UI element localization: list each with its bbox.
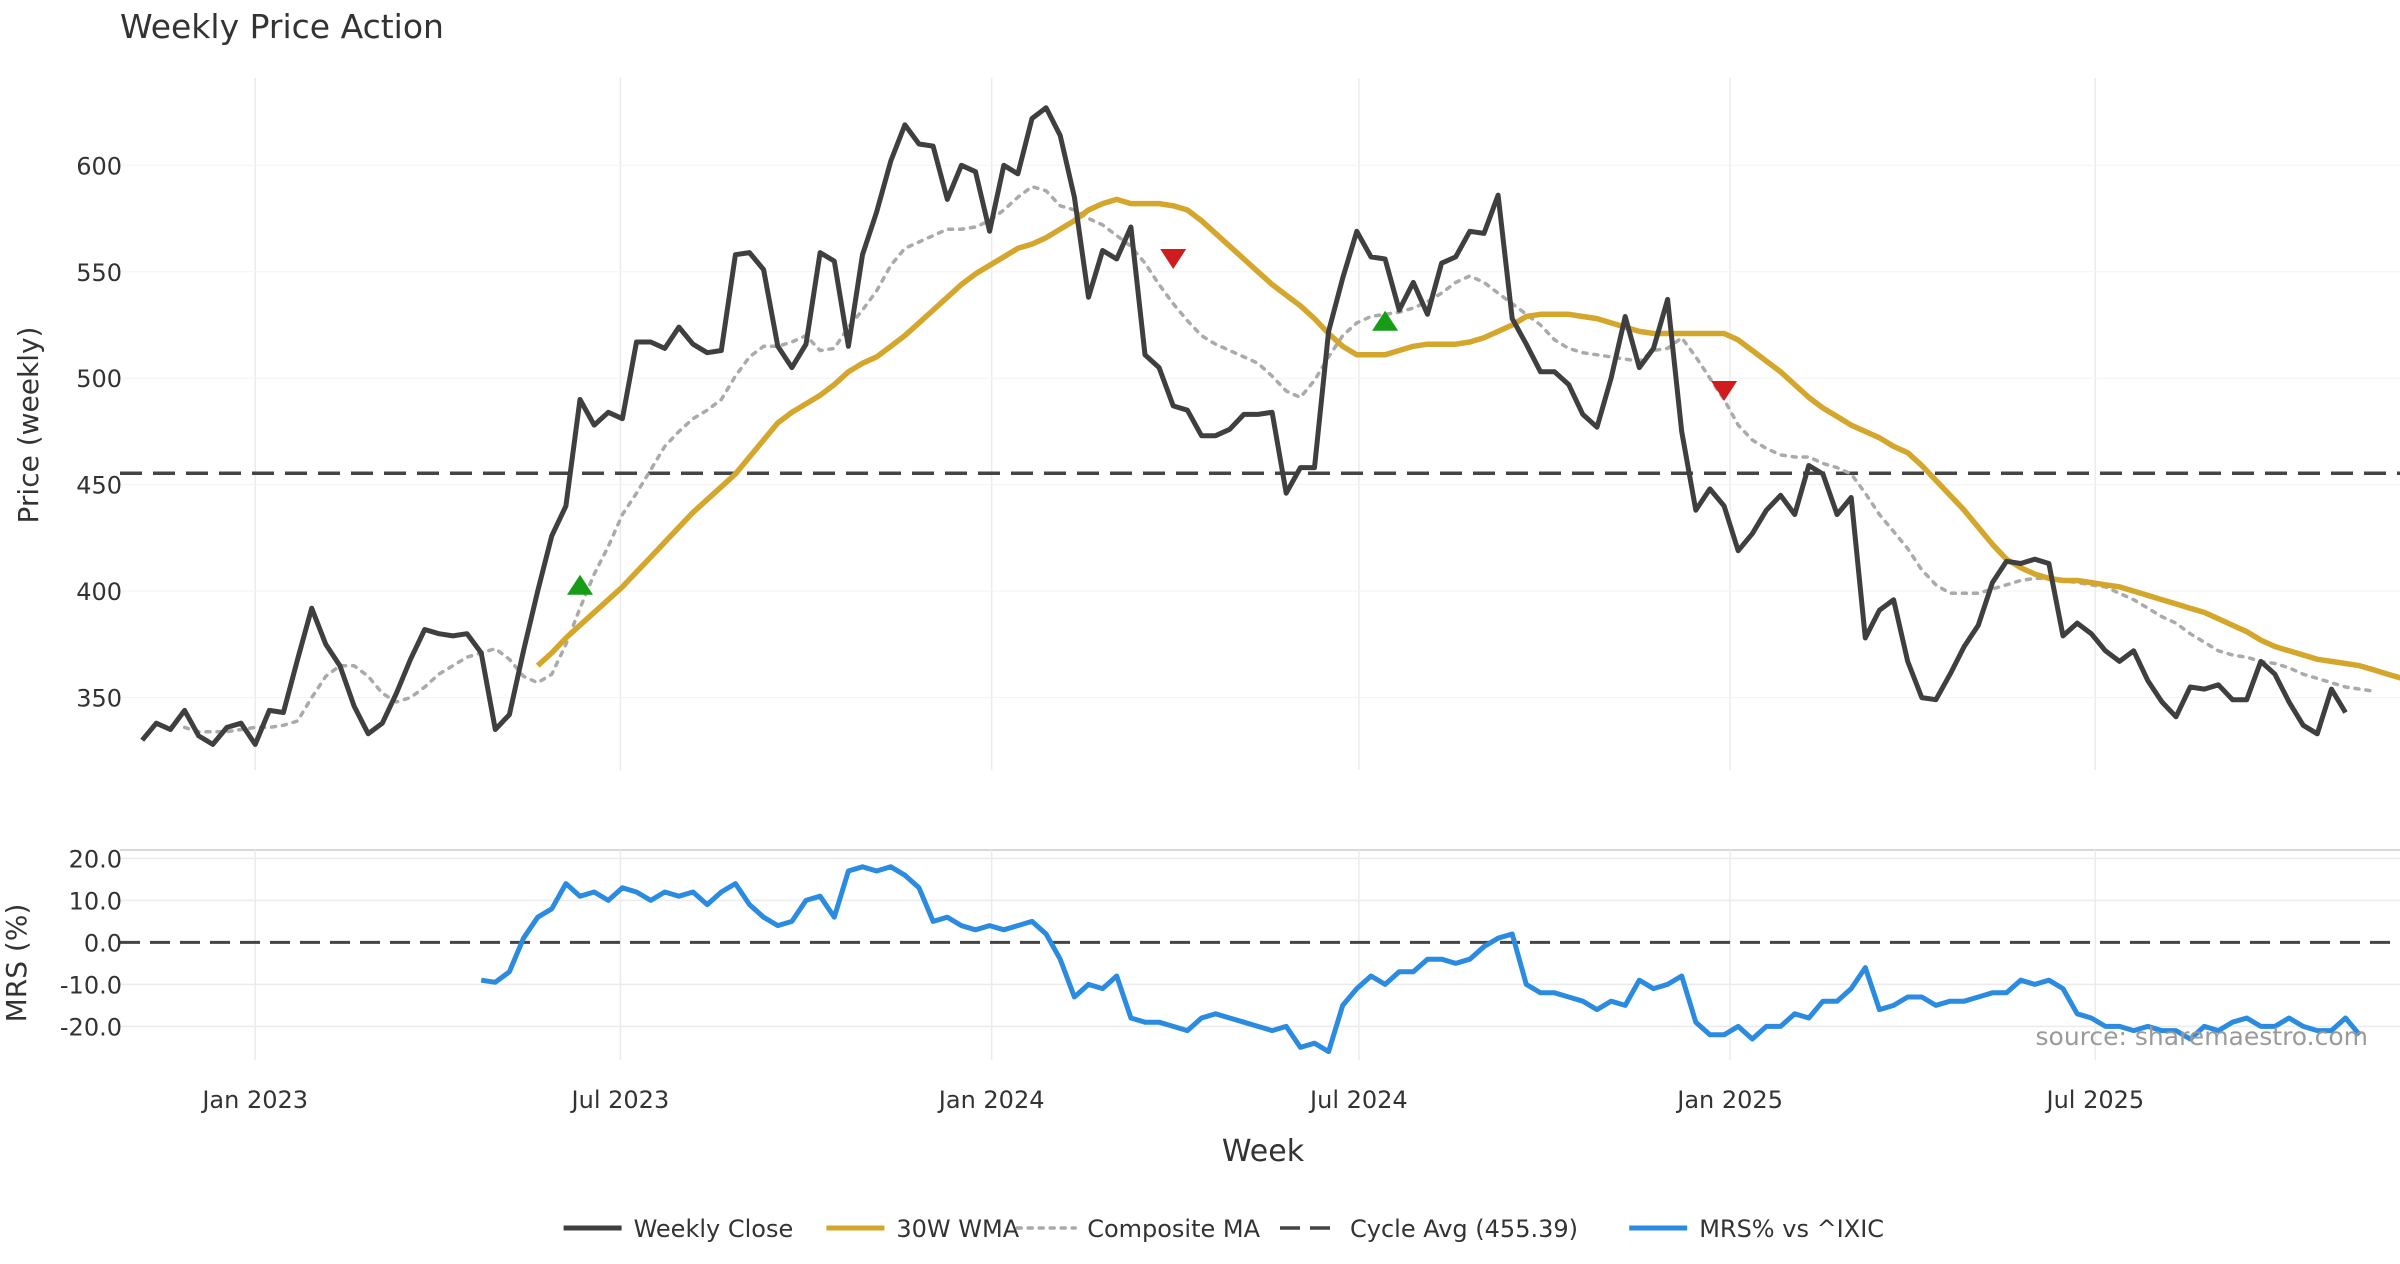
- legend-label: MRS% vs ^IXIC: [1699, 1215, 1884, 1243]
- signal-markers: [567, 249, 1738, 595]
- price-y-tick-label: 400: [76, 578, 122, 606]
- x-tick-label: Jan 2023: [200, 1086, 308, 1114]
- composite-ma-line: [182, 184, 2376, 734]
- sell-signal-marker: [1160, 249, 1187, 269]
- wma-30w-line: [535, 196, 2400, 681]
- legend-label: 30W WMA: [896, 1215, 1019, 1243]
- x-axis-label: Week: [1222, 1134, 1305, 1169]
- mrs-panel: 20.0 10.0 0.0 -10.0 -20.0 MRS (%): [0, 845, 2400, 1060]
- price-panel: 350 400 450 500 550 600 Price (weekly): [12, 78, 2400, 770]
- price-y-tick-label: 600: [76, 152, 122, 180]
- price-y-axis: 350 400 450 500 550 600: [76, 152, 122, 712]
- x-tick-label: Jul 2025: [2044, 1086, 2144, 1114]
- legend-label: Cycle Avg (455.39): [1350, 1215, 1578, 1243]
- legend-label: Composite MA: [1087, 1215, 1260, 1243]
- source-attribution: source: sharemaestro.com: [2036, 1022, 2369, 1051]
- legend: Weekly Close 30W WMA Composite MA Cycle Avg…: [563, 1215, 1884, 1243]
- x-tick-label: Jul 2023: [570, 1086, 670, 1114]
- mrs-gridlines: [120, 850, 2400, 1060]
- price-gridlines: [120, 78, 2400, 770]
- x-tick-label: Jan 2025: [1675, 1086, 1783, 1114]
- price-y-tick-label: 350: [76, 685, 122, 713]
- mrs-y-tick-label: -10.0: [60, 971, 122, 999]
- x-axis: Jan 2023 Jul 2023 Jan 2024 Jul 2024 Jan 2025…: [200, 1086, 2144, 1114]
- mrs-y-axis: 20.0 10.0 0.0 -10.0 -20.0: [60, 845, 122, 1041]
- buy-signal-marker: [1372, 310, 1399, 331]
- mrs-line: [480, 864, 2362, 1055]
- x-tick-label: Jan 2024: [937, 1086, 1045, 1114]
- price-y-tick-label: 550: [76, 259, 122, 287]
- legend-label: Weekly Close: [634, 1215, 794, 1243]
- mrs-y-tick-label: 0.0: [84, 929, 122, 957]
- mrs-y-tick-label: -20.0: [60, 1013, 122, 1041]
- mrs-y-tick-label: 20.0: [69, 845, 122, 873]
- price-y-tick-label: 450: [76, 472, 122, 500]
- price-y-label: Price (weekly): [12, 327, 45, 524]
- mrs-y-label: MRS (%): [0, 904, 33, 1023]
- chart-title: Weekly Price Action: [120, 7, 444, 46]
- x-tick-label: Jul 2024: [1308, 1086, 1408, 1114]
- sell-signal-marker: [1711, 381, 1738, 401]
- price-y-tick-label: 500: [76, 365, 122, 393]
- weekly-close-line: [140, 105, 2348, 747]
- buy-signal-marker: [567, 574, 593, 595]
- mrs-y-tick-label: 10.0: [69, 887, 122, 915]
